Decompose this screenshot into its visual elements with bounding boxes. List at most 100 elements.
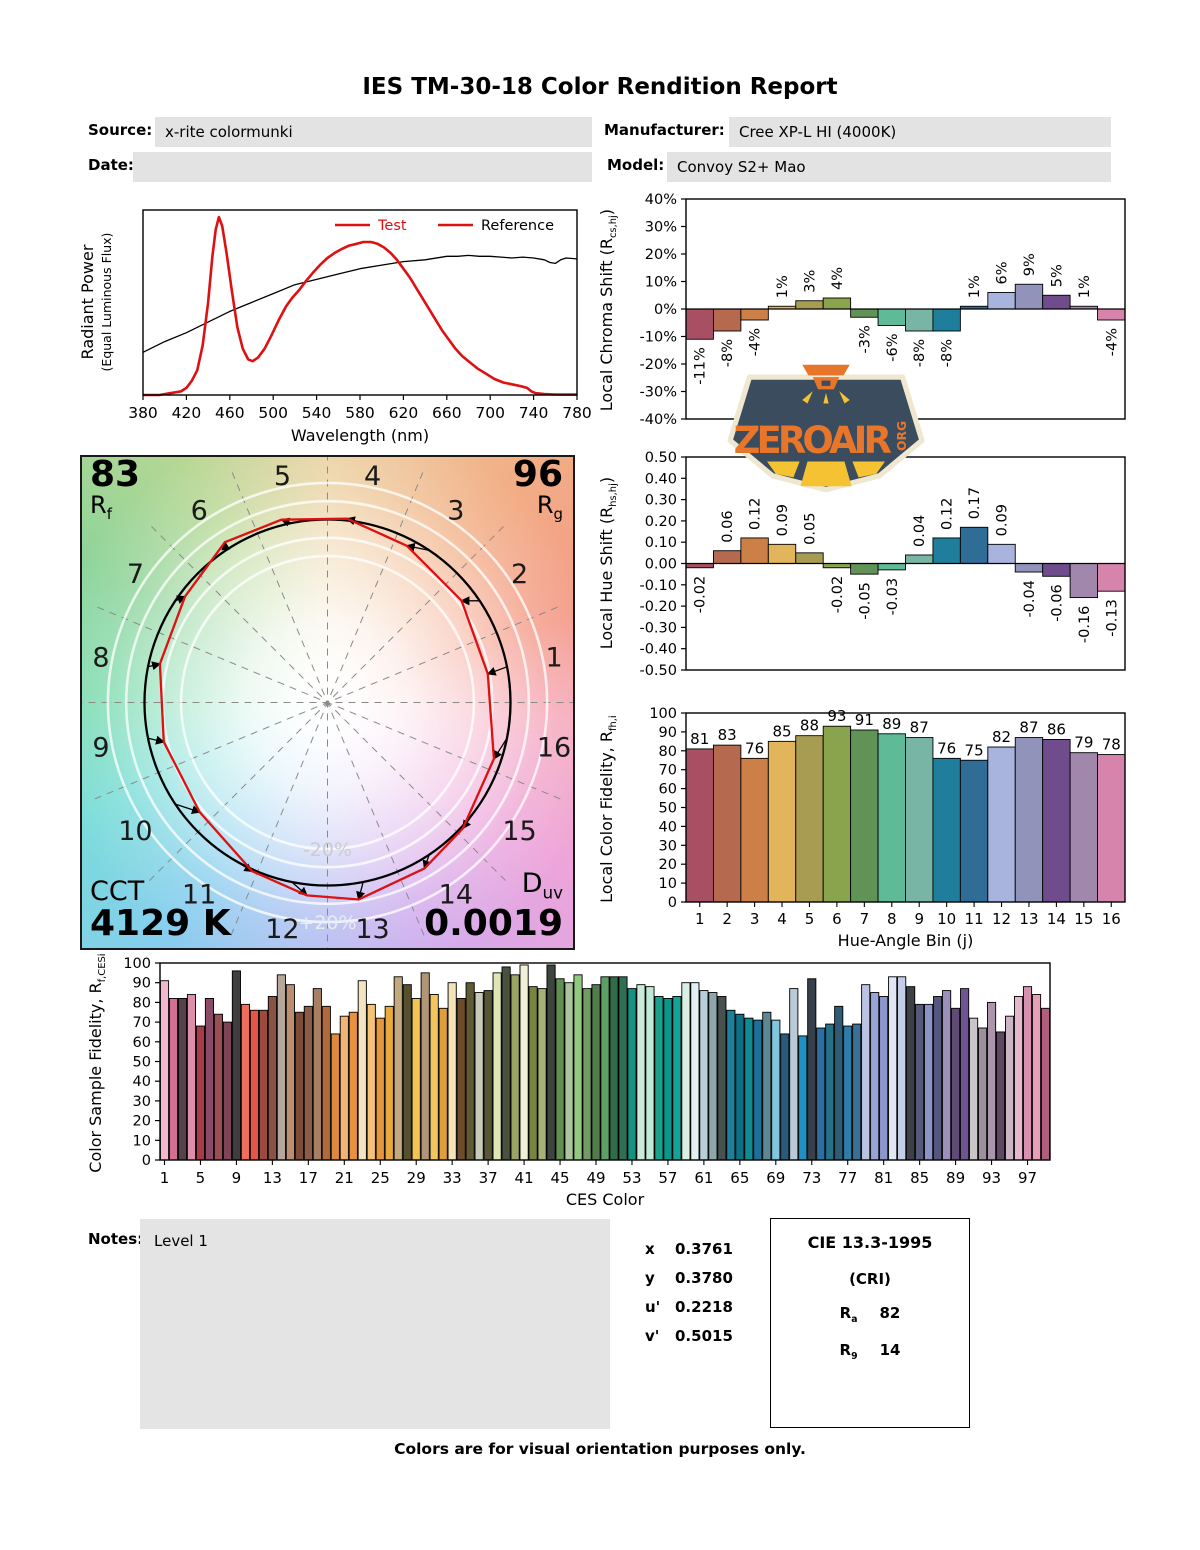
bar-value-label: -11%: [693, 347, 709, 384]
bar: [726, 1009, 736, 1161]
bar: [330, 1033, 340, 1161]
bar: [897, 976, 907, 1161]
bar-value-label: 75: [965, 741, 984, 759]
y-tick-label: 100: [123, 956, 151, 972]
percent-ring: [124, 499, 531, 906]
y-tick-label: -40%: [640, 412, 677, 428]
bar: [474, 992, 484, 1161]
y-tick-label: -0.10: [639, 578, 677, 594]
y-tick-label: 80: [133, 995, 151, 1011]
bar-value-label: 88: [800, 717, 819, 735]
bar: [843, 1025, 853, 1161]
bin-number: 16: [537, 733, 571, 764]
bar: [1022, 986, 1033, 1161]
bar-value-label: -3%: [857, 325, 873, 353]
x-tick-label: 5: [805, 910, 815, 928]
bar: [852, 1023, 862, 1161]
bar: [366, 1003, 376, 1161]
y-tick-label: 60: [133, 1035, 151, 1051]
bar: [609, 976, 619, 1161]
x-tick-label: 33: [443, 1169, 462, 1187]
local-fidelity-y-axis-label: Local Color Fidelity, Rfh,i: [596, 715, 620, 903]
cct-value: CCT 4129 K: [90, 876, 231, 944]
bar: [932, 757, 961, 903]
chromaticity-row-x: x 0.3761: [645, 1240, 733, 1258]
x-tick-label: 29: [407, 1169, 426, 1187]
y-tick-label: 30: [659, 838, 677, 854]
y-tick-label: 0.50: [645, 450, 677, 466]
bar: [850, 729, 879, 903]
x-tick-label: 89: [946, 1169, 965, 1187]
watermark-text: ZEROAIR: [734, 419, 892, 462]
shift-arrow: [356, 881, 365, 901]
bar: [1014, 563, 1044, 573]
date-field: [133, 152, 592, 182]
bar-value-label: 5%: [1049, 264, 1065, 287]
chromaticity-row-up: u' 0.2218: [645, 1298, 733, 1316]
bar: [959, 526, 989, 564]
y-tick-label: 60: [659, 782, 677, 798]
y-tick-label: -20%: [640, 357, 677, 373]
bar: [987, 1001, 997, 1161]
y-tick-label: 20: [659, 857, 677, 873]
x-tick-label: 5: [196, 1169, 206, 1187]
bar: [877, 308, 906, 326]
y-tick-label: -0.20: [639, 599, 677, 615]
x-tick-label: 93: [982, 1169, 1001, 1187]
x-tick-label: 41: [515, 1169, 534, 1187]
x-tick-label: 53: [622, 1169, 641, 1187]
source-value: x-rite colormunki: [165, 123, 293, 141]
bar: [1014, 283, 1044, 310]
x-tick-label: 13: [1019, 910, 1038, 928]
bar-value-label: -4%: [748, 328, 764, 356]
bar: [654, 996, 664, 1161]
bin-number: 2: [511, 559, 528, 590]
bin-number: 15: [502, 816, 536, 847]
bar: [204, 998, 214, 1161]
bar: [708, 992, 718, 1161]
y-tick-label: 50: [659, 801, 677, 817]
bar: [795, 300, 824, 310]
bar: [213, 1013, 223, 1161]
y-tick-label: 40%: [645, 192, 677, 208]
bar: [685, 748, 714, 903]
y-tick-label: 90: [659, 725, 677, 741]
bar: [932, 537, 961, 564]
x-tick-label: 37: [479, 1169, 498, 1187]
y-tick-label: 10: [659, 876, 677, 892]
y-tick-label: 20: [133, 1114, 151, 1130]
bar-value-label: 0.04: [912, 515, 928, 547]
x-tick-label: 81: [874, 1169, 893, 1187]
notes-value: Level 1: [154, 1232, 208, 1250]
bar-value-label: 82: [992, 728, 1011, 746]
bar: [312, 988, 322, 1161]
manufacturer-value: Cree XP-L HI (4000K): [739, 123, 897, 141]
test-curve: [143, 215, 578, 397]
model-field: Convoy S2+ Mao: [667, 152, 1111, 182]
x-tick-label: 8: [887, 910, 897, 928]
x-tick-label: 660: [432, 404, 462, 422]
x-tick-label: 380: [128, 404, 158, 422]
plot-frame: [142, 209, 578, 396]
bar: [375, 1017, 385, 1161]
bar: [987, 292, 1016, 310]
bar: [798, 1035, 808, 1161]
cri-r9-row: R9 14: [839, 1341, 901, 1362]
rf-score: 83 Rf: [90, 454, 141, 523]
y-tick-label: 10: [133, 1133, 151, 1149]
bar-value-label: 6%: [995, 261, 1011, 284]
bar: [822, 725, 852, 903]
cri-ra-row: Ra 82: [839, 1304, 901, 1325]
y-tick-label: 40: [659, 819, 677, 835]
bar-value-label: -0.03: [885, 578, 901, 616]
plot-frame: [159, 962, 1051, 1161]
bin-number: 8: [92, 642, 109, 673]
shift-arrow: [225, 854, 254, 873]
bar: [276, 974, 286, 1161]
bar-value-label: 83: [718, 726, 737, 744]
bar: [483, 990, 493, 1161]
bar: [1013, 996, 1024, 1161]
bar: [744, 1017, 754, 1161]
